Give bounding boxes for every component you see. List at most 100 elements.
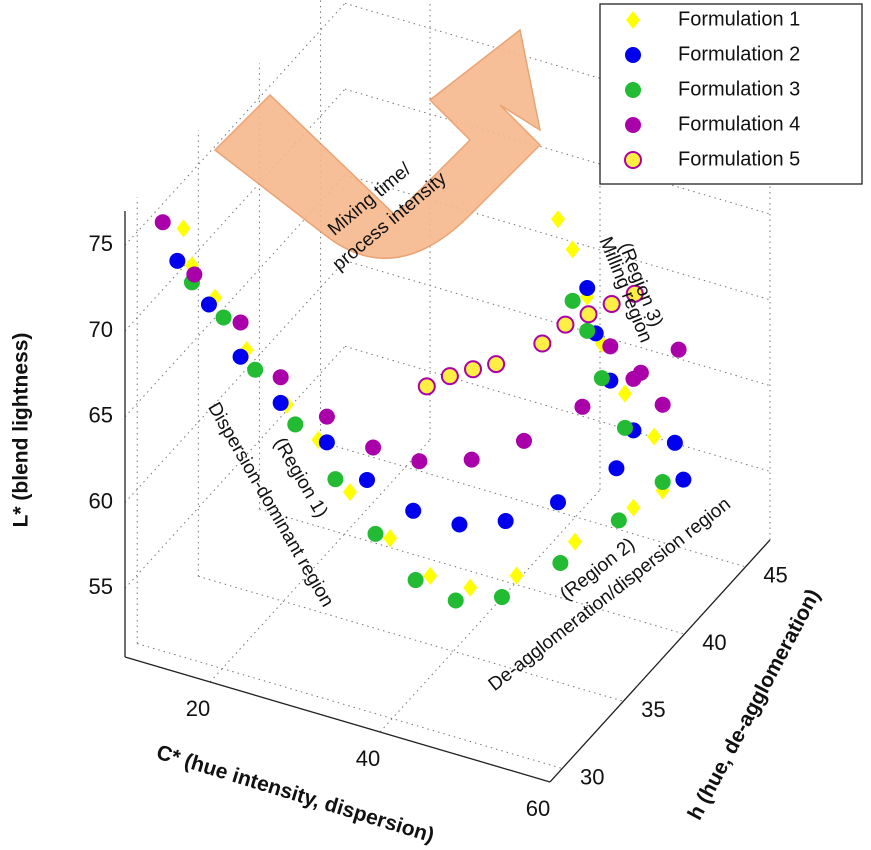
data-point — [593, 370, 610, 387]
data-point — [215, 309, 232, 326]
data-point — [602, 338, 619, 355]
data-point — [675, 471, 692, 488]
data-point — [423, 566, 438, 585]
data-point — [487, 355, 506, 374]
data-point — [579, 322, 596, 339]
x-axis — [124, 656, 551, 783]
z-tick-label: 55 — [89, 574, 113, 599]
data-point — [464, 360, 482, 379]
data-point — [367, 525, 384, 542]
x-tick-label: 60 — [526, 796, 550, 821]
data-point — [232, 314, 249, 331]
data-point — [564, 292, 581, 309]
data-point — [579, 305, 598, 324]
data-point — [616, 419, 633, 436]
data-point — [463, 451, 480, 468]
data-point — [247, 361, 264, 378]
data-point — [625, 47, 641, 63]
x-tick-label: 40 — [356, 746, 380, 771]
data-point — [610, 512, 627, 529]
data-point — [625, 117, 641, 133]
data-point — [447, 592, 464, 609]
data-point — [343, 483, 357, 502]
data-point — [654, 473, 671, 490]
data-point — [272, 369, 289, 386]
labels-layer: 20 40 60 30 35 40 45 55 60 65 70 75 L* (blend lightn… — [10, 159, 825, 848]
annotation: De-agglomeration/dispersion region — [485, 494, 735, 696]
legend: Formulation 1 Formulation 2 Formulation 3 F… — [599, 3, 863, 185]
x-axis-title: C* (hue intensity, dispersion) — [154, 741, 437, 847]
legend-label: Formulation 2 — [678, 43, 800, 65]
data-point — [602, 295, 621, 314]
process-arrow — [213, 28, 542, 260]
data-point — [533, 334, 552, 353]
data-point — [579, 280, 596, 297]
arrow-shape — [213, 28, 542, 260]
data-point — [169, 252, 186, 269]
data-point — [497, 513, 514, 530]
grid-layer — [124, 0, 771, 783]
data-point — [405, 502, 422, 519]
data-point — [365, 439, 382, 456]
grid-line — [124, 346, 346, 589]
data-point — [626, 11, 640, 29]
data-point — [625, 82, 641, 98]
data-point — [440, 367, 459, 386]
z-tick-label: 65 — [89, 403, 113, 428]
data-point — [383, 529, 398, 548]
data-point — [550, 494, 566, 511]
y-axis — [549, 539, 771, 783]
data-point — [516, 432, 532, 449]
grid-line — [344, 88, 771, 215]
y-tick-label: 40 — [702, 630, 726, 655]
data-point — [272, 394, 289, 411]
data-point — [232, 348, 249, 365]
grid-line — [259, 508, 685, 635]
data-point — [463, 578, 478, 597]
legend-label: Formulation 5 — [678, 148, 800, 170]
data-point — [565, 240, 580, 259]
y-axis-title: h (hue, de-agglomeration) — [683, 585, 824, 823]
data-point — [287, 416, 304, 433]
data-point — [359, 471, 375, 488]
grid-line — [198, 575, 624, 702]
legend-label: Formulation 4 — [678, 113, 800, 135]
data-point — [186, 266, 203, 283]
data-point — [509, 566, 524, 585]
x-tick-label: 20 — [186, 696, 210, 721]
y-tick-label: 45 — [763, 563, 787, 588]
data-point — [552, 554, 569, 571]
data-point — [617, 384, 632, 403]
data-point — [574, 398, 591, 415]
legend-label: Formulation 3 — [678, 78, 800, 100]
grid-line — [124, 260, 346, 503]
z-tick-label: 70 — [89, 317, 113, 342]
data-point — [647, 427, 662, 446]
y-tick-label: 30 — [580, 764, 604, 789]
data-point — [608, 460, 625, 477]
data-point — [451, 516, 468, 533]
z-tick-label: 75 — [89, 231, 113, 256]
data-point — [568, 532, 582, 551]
data-point — [666, 434, 683, 451]
z-axis-title: L* (blend lightness) — [10, 333, 33, 528]
data-point — [200, 296, 217, 313]
data-point — [624, 151, 642, 169]
data-point — [551, 210, 565, 229]
data-point — [670, 341, 687, 358]
data-point — [625, 284, 644, 303]
marks-layer — [154, 210, 692, 609]
data-point — [417, 377, 436, 396]
legend-box — [599, 3, 863, 185]
z-tick-label: 60 — [89, 488, 113, 513]
data-point — [176, 219, 191, 238]
data-point — [318, 408, 335, 425]
legend-label: Formulation 1 — [678, 8, 800, 30]
data-point — [625, 370, 642, 387]
grid-line — [320, 441, 746, 568]
data-point — [626, 498, 641, 517]
data-point — [407, 572, 424, 589]
data-point — [318, 434, 335, 451]
grid-line — [137, 643, 563, 769]
